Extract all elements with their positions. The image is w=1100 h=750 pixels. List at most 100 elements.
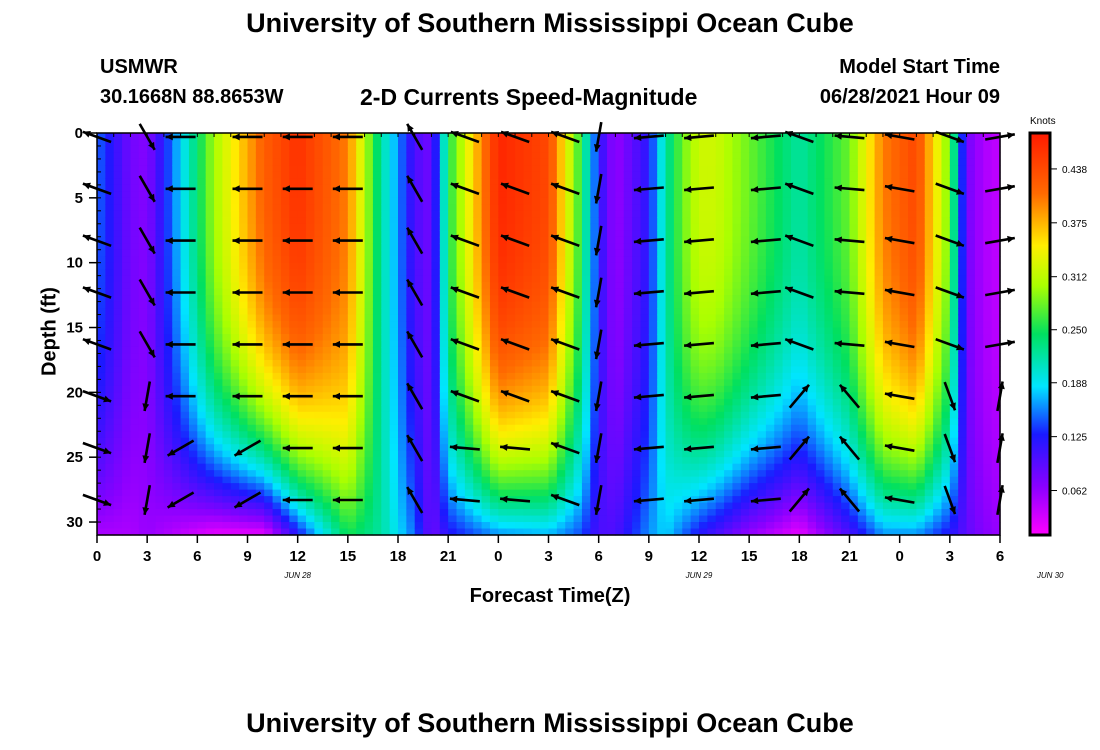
heatmap-cell: [648, 327, 658, 335]
heatmap-cell: [699, 249, 708, 257]
heatmap-cell: [623, 308, 633, 316]
heatmap-cell: [389, 275, 399, 283]
heatmap-cell: [222, 398, 232, 406]
heatmap-cell: [640, 359, 650, 368]
heatmap-cell: [264, 152, 274, 160]
heatmap-cell: [414, 269, 424, 277]
heatmap-cell: [715, 243, 725, 251]
heatmap-cell: [640, 256, 650, 264]
heatmap-cell: [473, 334, 483, 342]
heatmap-cell: [732, 424, 742, 432]
heatmap-cell: [615, 334, 625, 342]
heatmap-cell: [122, 308, 132, 316]
heatmap-cell: [113, 444, 123, 452]
heatmap-cell: [113, 489, 123, 497]
heatmap-cell: [548, 321, 558, 329]
heatmap-cell: [456, 353, 466, 361]
heatmap-cell: [239, 282, 249, 290]
heatmap-cell: [356, 372, 366, 380]
heatmap-cell: [97, 269, 106, 277]
heatmap-cell: [364, 437, 374, 445]
heatmap-cell: [205, 353, 215, 361]
heatmap-cell: [732, 489, 742, 497]
heatmap-cell: [657, 509, 667, 517]
heatmap-cell: [531, 405, 541, 413]
heatmap-cell: [489, 230, 499, 238]
heatmap-cell: [272, 327, 282, 335]
heatmap-cell: [448, 178, 458, 186]
heatmap-cell: [197, 327, 207, 335]
heatmap-cell: [431, 431, 441, 439]
heatmap-cell: [331, 256, 341, 264]
heatmap-cell: [306, 522, 315, 530]
heatmap-cell: [122, 385, 132, 393]
heatmap-cell: [498, 256, 508, 264]
heatmap-cell: [707, 411, 717, 419]
heatmap-cell: [314, 359, 324, 368]
heatmap-cell: [506, 483, 516, 491]
heatmap-cell: [623, 295, 633, 303]
heatmap-cell: [481, 334, 491, 342]
heatmap-cell: [406, 295, 416, 303]
heatmap-cell: [339, 515, 349, 523]
heatmap-cell: [381, 327, 391, 335]
heatmap-cell: [673, 489, 683, 497]
heatmap-cell: [172, 476, 182, 484]
heatmap-cell: [682, 379, 692, 387]
heatmap-cell: [272, 457, 282, 465]
heatmap-cell: [138, 295, 148, 303]
heatmap-cell: [757, 308, 767, 316]
heatmap-cell: [423, 437, 433, 445]
heatmap-cell: [489, 314, 499, 322]
heatmap-cell: [222, 133, 232, 141]
heatmap-cell: [573, 236, 583, 244]
heatmap-cell: [272, 450, 282, 458]
heatmap-cell: [531, 398, 541, 406]
heatmap-cell: [757, 165, 767, 173]
heatmap-cell: [749, 145, 759, 154]
heatmap-cell: [180, 496, 190, 504]
heatmap-cell: [105, 398, 115, 406]
heatmap-cell: [565, 269, 575, 277]
heatmap-cell: [297, 528, 307, 536]
heatmap-cell: [456, 191, 466, 199]
heatmap-cell: [406, 256, 416, 264]
heatmap-cell: [665, 223, 675, 231]
heatmap-cell: [707, 145, 717, 154]
heatmap-cell: [464, 450, 474, 458]
heatmap-cell: [473, 314, 483, 322]
heatmap-cell: [247, 457, 257, 465]
heatmap-cell: [255, 301, 265, 309]
heatmap-cell: [122, 340, 132, 348]
heatmap-cell: [297, 301, 307, 309]
heatmap-cell: [180, 450, 190, 458]
heatmap-cell: [147, 308, 157, 316]
heatmap-cell: [97, 204, 106, 212]
heatmap-cell: [565, 145, 575, 154]
heatmap-cell: [648, 509, 658, 517]
heatmap-cell: [456, 411, 466, 419]
heatmap-cell: [640, 314, 650, 322]
heatmap-cell: [515, 334, 525, 342]
heatmap-cell: [297, 398, 307, 406]
heatmap-cell: [113, 197, 123, 205]
heatmap-cell: [414, 171, 424, 179]
heatmap-cell: [749, 522, 759, 530]
heatmap-cell: [657, 346, 667, 355]
heatmap-cell: [598, 158, 608, 167]
heatmap-cell: [489, 282, 499, 290]
heatmap-cell: [306, 457, 315, 465]
heatmap-cell: [531, 230, 541, 238]
heatmap-cell: [556, 359, 566, 368]
heatmap-cell: [347, 191, 357, 199]
heatmap-cell: [690, 171, 700, 179]
heatmap-cell: [682, 178, 692, 186]
heatmap-cell: [640, 366, 650, 374]
heatmap-cell: [239, 418, 249, 426]
heatmap-cell: [105, 418, 115, 426]
heatmap-cell: [239, 405, 249, 413]
heatmap-cell: [615, 171, 625, 179]
heatmap-cell: [197, 262, 207, 270]
heatmap-cell: [523, 230, 533, 238]
heatmap-cell: [188, 321, 198, 329]
